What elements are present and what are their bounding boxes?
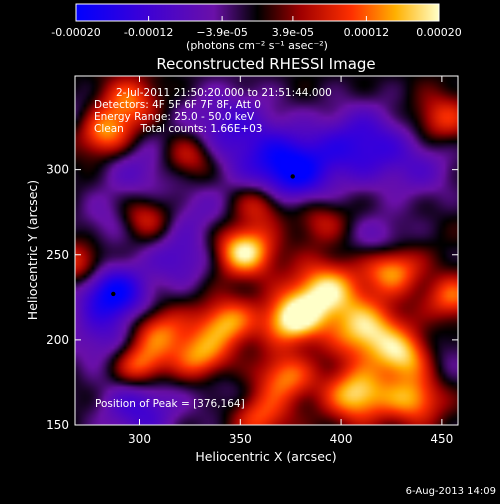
minimum-marker [111,291,116,297]
annotation-line-clean: Clean Total counts: 1.66E+03 [94,123,263,135]
x-tick-label: 400 [330,432,353,446]
y-tick-label: 150 [46,418,69,432]
minima-markers [111,174,295,297]
colorbar-ticks: -0.00020 -0.00012 −3.9e-05 3.9e-05 0.00012 0.… [51,16,462,39]
colorbar-tick-label: 3.9e-05 [272,26,314,39]
y-tick-label: 300 [46,163,69,177]
heatmap-image [75,76,458,425]
colorbar-tick-label: −3.9e-05 [196,26,247,39]
peak-position-label: Position of Peak = [376,164] [95,398,245,410]
x-tick-label: 350 [229,432,252,446]
y-tick-label: 200 [46,333,69,347]
annotation-block: 2-Jul-2011 21:50:20.000 to 21:51:44.000 … [94,87,332,135]
plot-frame [74,75,459,426]
colorbar-gradient [75,3,440,22]
colorbar-tick-label: 0.00012 [344,26,390,39]
annotation-line-energy: Energy Range: 25.0 - 50.0 keV [94,111,255,123]
x-tick-label: 450 [430,432,453,446]
x-tick-label: 300 [128,432,151,446]
annotation-line-detectors: Detectors: 4F 5F 6F 7F 8F, Att 0 [94,99,261,111]
colorbar-tick-label: 0.00020 [416,26,462,39]
x-axis-label: Heliocentric X (arcsec) [195,449,336,464]
annotation-line-time: 2-Jul-2011 21:50:20.000 to 21:51:44.000 [116,87,332,99]
x-axis-ticks: 300 350 400 450 [128,76,453,446]
y-axis-label: Heliocentric Y (arcsec) [25,180,40,320]
y-axis-ticks: 150 200 250 300 [46,163,458,432]
colorbar-tick-label: -0.00012 [124,26,173,39]
minimum-marker [290,174,295,179]
colorbar-tick-label: -0.00020 [51,26,100,39]
colorbar-unit-label: (photons cm⁻² s⁻¹ asec⁻²) [186,39,328,52]
footer-date: 6-Aug-2013 14:09 [406,486,496,497]
colorbar: -0.00020 -0.00012 −3.9e-05 3.9e-05 0.00012 0.… [51,3,462,52]
chart-title: Reconstructed RHESSI Image [156,55,375,73]
y-tick-label: 250 [46,248,69,262]
